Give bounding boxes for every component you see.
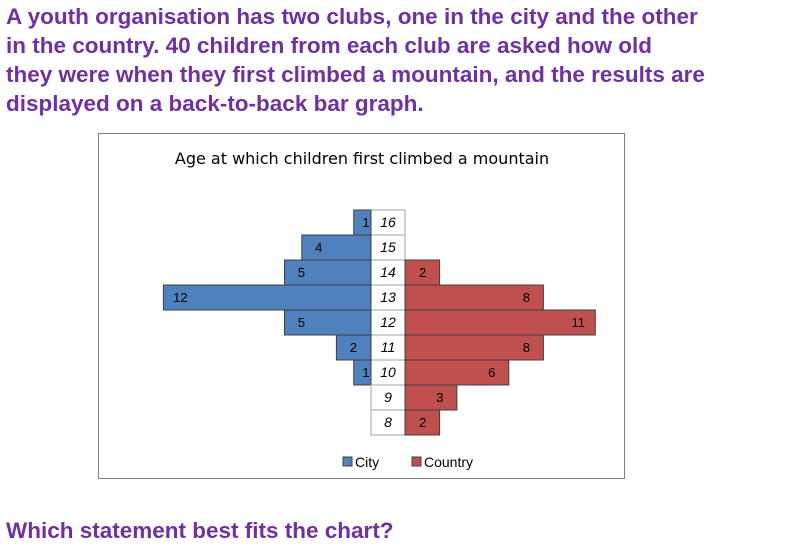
value-label-country-10: 6 bbox=[488, 365, 495, 380]
bar-country-10 bbox=[404, 359, 510, 386]
bar-country-9 bbox=[404, 384, 458, 411]
category-label-13: 13 bbox=[380, 289, 396, 305]
category-cell-15 bbox=[370, 234, 406, 261]
value-label-country-11: 8 bbox=[523, 340, 530, 355]
legend-swatch-city bbox=[342, 456, 353, 467]
bar-city-10 bbox=[353, 359, 372, 386]
category-cell-10 bbox=[370, 359, 406, 386]
category-label-12: 12 bbox=[380, 314, 396, 330]
value-label-country-12: 11 bbox=[572, 315, 586, 330]
intro-line-1: A youth organisation has two clubs, one … bbox=[6, 4, 698, 29]
value-label-city-15: 4 bbox=[315, 240, 322, 255]
category-label-10: 10 bbox=[380, 364, 396, 380]
category-cell-8 bbox=[370, 409, 406, 436]
legend-label-country: Country bbox=[424, 454, 473, 470]
value-label-city-10: 1 bbox=[362, 365, 369, 380]
value-label-country-9: 3 bbox=[436, 390, 443, 405]
category-label-16: 16 bbox=[380, 214, 396, 230]
value-label-city-16: 1 bbox=[362, 215, 369, 230]
bar-country-12 bbox=[404, 309, 596, 336]
intro-line-2: in the country. 40 children from each cl… bbox=[6, 33, 652, 58]
intro-line-3: they were when they first climbed a moun… bbox=[6, 62, 705, 87]
value-label-country-14: 2 bbox=[419, 265, 426, 280]
intro-line-4: displayed on a back-to-back bar graph. bbox=[6, 91, 424, 116]
category-label-8: 8 bbox=[384, 414, 392, 430]
category-label-14: 14 bbox=[380, 264, 396, 280]
bar-city-12 bbox=[284, 309, 372, 336]
bar-city-11 bbox=[335, 334, 372, 361]
bar-country-11 bbox=[404, 334, 544, 361]
legend-label-city: City bbox=[355, 454, 379, 470]
chart-title: Age at which children first climbed a mo… bbox=[175, 149, 549, 168]
value-label-city-14: 5 bbox=[298, 265, 305, 280]
question-text: Which statement best fits the chart? bbox=[6, 518, 394, 543]
bar-country-8 bbox=[404, 409, 441, 436]
value-label-country-8: 2 bbox=[419, 415, 426, 430]
value-label-city-13: 12 bbox=[173, 290, 187, 305]
category-label-11: 11 bbox=[381, 339, 396, 355]
legend-swatch-country bbox=[411, 456, 422, 467]
value-label-city-11: 2 bbox=[350, 340, 357, 355]
intro-text: A youth organisation has two clubs, one … bbox=[6, 2, 786, 118]
value-label-country-13: 8 bbox=[523, 290, 530, 305]
bar-city-15 bbox=[301, 234, 372, 261]
category-label-9: 9 bbox=[384, 389, 392, 405]
value-label-city-12: 5 bbox=[298, 315, 305, 330]
bar-city-13 bbox=[162, 284, 372, 311]
back-to-back-bar-chart: Age at which children first climbed a mo… bbox=[162, 149, 596, 470]
category-label-15: 15 bbox=[380, 239, 396, 255]
bar-country-13 bbox=[404, 284, 544, 311]
legend: City Country bbox=[342, 454, 473, 470]
